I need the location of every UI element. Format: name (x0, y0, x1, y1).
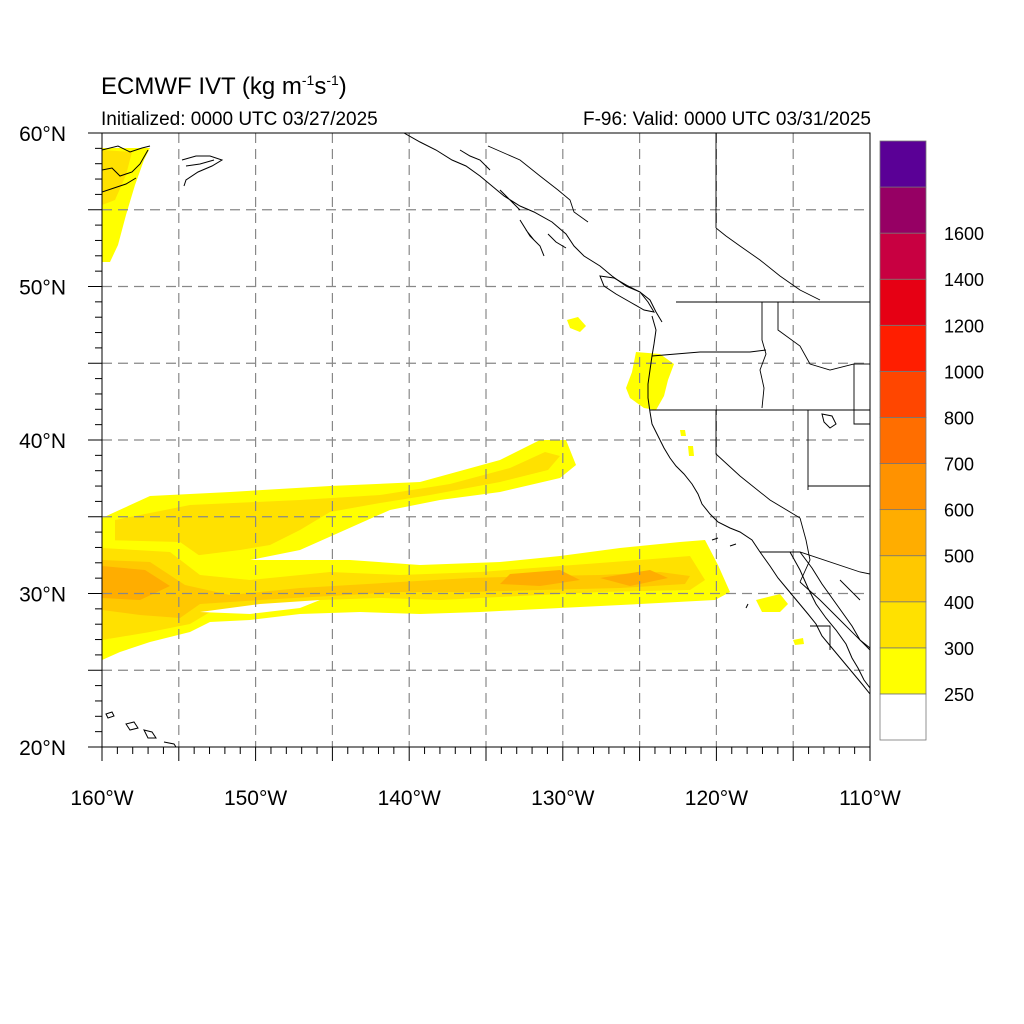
lat-label: 20°N (19, 737, 66, 760)
colorbar-box (879, 693, 927, 741)
alaska-coast (102, 133, 663, 323)
colorbar-box (879, 232, 927, 280)
ca-nv-border (715, 410, 801, 519)
axis-ticks (88, 132, 871, 761)
lat-label: 50°N (19, 277, 66, 300)
az-border (799, 485, 870, 583)
baja-california (759, 551, 870, 695)
idaho-border (759, 302, 767, 409)
lon-label: 120°W (685, 787, 748, 810)
latitude-labels: 20°N 30°N 40°N 50°N 60°N (19, 123, 66, 760)
ivt-plume-northwest-core (102, 150, 132, 205)
colorbar-label: 1200 (944, 316, 984, 336)
wa-or-border (651, 349, 767, 357)
ivt-blob-oregon (626, 352, 674, 410)
ivt-ar-south-peak (102, 566, 170, 600)
graticule (102, 133, 870, 747)
colorbar-box (879, 601, 927, 649)
panhandle-boundary (487, 145, 821, 301)
lon-label: 140°W (378, 787, 441, 810)
colorbar-box (879, 370, 927, 418)
colorbar-label: 1000 (944, 362, 984, 382)
colorbar-box (879, 417, 927, 464)
colorbar-label: 300 (944, 639, 974, 659)
mt-id-border (777, 302, 870, 425)
political-boundaries (487, 133, 870, 650)
colorbar-label: 500 (944, 547, 974, 567)
colorbar-box (879, 140, 927, 188)
colorbar-label: 1400 (944, 270, 984, 290)
lat-label: 60°N (19, 123, 66, 146)
map-title: ECMWF IVT (kg m-1s-1) (101, 72, 347, 100)
colorbar: 250 300 400 500 600 700 800 1000 1200 1400 1600 (879, 140, 984, 741)
ivt-gap (200, 600, 320, 614)
lon-label: 160°W (70, 787, 133, 810)
great-salt-lake (821, 413, 837, 429)
colorbar-label: 250 (944, 685, 974, 705)
lat-label: 40°N (19, 430, 66, 453)
colorbar-label: 1600 (944, 224, 984, 244)
colorbar-box (879, 509, 927, 557)
lon-label: 150°W (224, 787, 287, 810)
colorbar-label: 600 (944, 501, 974, 521)
lat-label: 30°N (19, 584, 66, 607)
vancouver-island (599, 275, 656, 313)
colorbar-box (879, 278, 927, 326)
ivt-ar-south-max (102, 560, 690, 618)
channel-islands (711, 537, 749, 609)
colorbar-box (879, 186, 927, 234)
ivt-blob-offshore (567, 317, 586, 332)
mexico-states (799, 579, 870, 650)
colorbar-label: 400 (944, 593, 974, 613)
ivt-ar-north-core (115, 452, 560, 558)
colorbar-box (879, 555, 927, 603)
colorbar-label: 700 (944, 455, 974, 475)
lon-label: 110°W (839, 787, 901, 810)
ivt-shading (102, 148, 804, 660)
colorbar-box (879, 324, 927, 372)
colorbar-box (879, 463, 927, 511)
us-west-coast (647, 315, 761, 553)
mexico-coast (799, 551, 870, 651)
ivt-blob-small1 (793, 638, 804, 645)
lon-label: 130°W (531, 787, 594, 810)
coastlines (102, 133, 870, 747)
colorbar-label: 800 (944, 408, 974, 428)
valid-time-label: F-96: Valid: 0000 UTC 03/31/2025 (583, 109, 871, 130)
hawaii (105, 711, 177, 747)
longitude-labels: 160°W 150°W 140°W 130°W 120°W 110°W (70, 787, 901, 810)
us-mexico-border (760, 551, 870, 575)
initialized-label: Initialized: 0000 UTC 03/27/2025 (101, 109, 378, 130)
ivt-ar-south-peak-east (500, 570, 580, 586)
ivt-blob-small2 (688, 446, 694, 456)
colorbar-box (879, 647, 927, 695)
ivt-blob-baja (756, 594, 788, 612)
ivt-blob-small3 (680, 430, 686, 436)
ivt-ar-south-peak-east2 (600, 570, 668, 586)
